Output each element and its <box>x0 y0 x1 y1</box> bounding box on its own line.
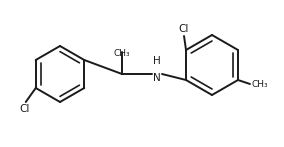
Text: CH₃: CH₃ <box>114 49 130 58</box>
Text: H: H <box>153 56 161 66</box>
Text: CH₃: CH₃ <box>252 80 269 88</box>
Text: Cl: Cl <box>20 104 30 114</box>
Text: Cl: Cl <box>179 24 189 34</box>
Text: N: N <box>153 73 161 83</box>
